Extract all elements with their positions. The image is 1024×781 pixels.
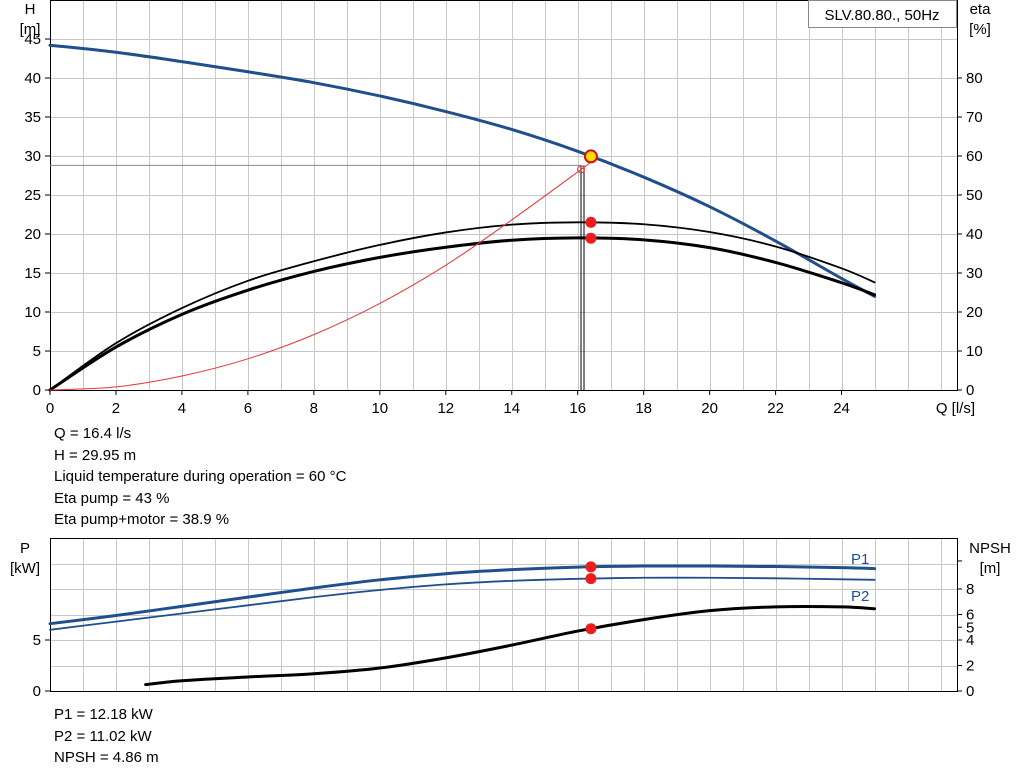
bottom-grid [50,538,957,692]
y2-tick-label: 70 [966,109,983,126]
head-curve [48,43,877,298]
x-tick-label: 8 [310,400,318,417]
y-tick-label: 20 [24,226,41,243]
p2-curve [49,576,876,631]
y-axis-label-h: H [25,1,36,18]
y2-tick-label: 60 [966,148,983,165]
duty-point-info: Q = 16.4 l/s H = 29.95 m Liquid temperat… [54,423,346,531]
y2-tick-label: 5 [966,619,974,636]
y2-tick-label: 2 [966,658,974,675]
x-tick-label: 16 [569,400,586,417]
y2-axis-unit-label: [m] [980,560,1001,577]
y-tick-label: 5 [33,343,41,360]
flow-value: Q = 16.4 l/s [54,425,132,442]
eta-pump-curve [49,221,876,391]
y2-tick-label: 30 [966,265,983,282]
y2-axis-unit-label: [%] [969,21,991,38]
y2-axis-label-npsh: NPSH [969,540,1011,557]
duty-point-eta-motor-marker [585,232,597,244]
p1-series-label: P1 [851,551,869,568]
y-tick-label: 10 [24,304,41,321]
y2-axis-label-eta: eta [970,1,992,18]
y-tick-label: 0 [33,382,41,399]
duty-point-npsh-marker [585,623,597,635]
y2-tick-label: 0 [966,382,974,399]
head-efficiency-chart: 0 2 4 6 8 10 12 14 16 18 20 22 240510152025303540450… [20,0,992,417]
y-tick-label: 40 [24,70,41,87]
duty-point-head-marker [583,149,598,164]
y2-tick-label: 4 [966,632,974,649]
head-value: H = 29.95 m [54,446,137,464]
x-axis-label: Q [l/s] [936,400,975,417]
y2-tick-label: 40 [966,226,983,243]
y-tick-label: 15 [24,265,41,282]
y-tick-label: 45 [24,31,41,48]
y2-tick-label: 10 [966,343,983,360]
eta-pump-motor-value: Eta pump+motor = 38.9 % [54,511,230,528]
x-tick-label: 20 [701,400,718,417]
system-curve-marker [577,165,586,174]
liquid-temperature-value: Liquid temperature during operation = 60… [54,468,347,485]
y2-tick-label: 20 [966,304,983,321]
system-curve [49,161,592,391]
p2-series-label: P2 [851,588,869,605]
y2-tick-label: 80 [966,70,983,87]
duty-point-p1-marker [585,561,597,573]
p1-value: P1 = 12.18 kW [54,706,153,723]
x-tick-label: 14 [503,400,520,417]
x-tick-label: 22 [767,400,784,417]
x-tick-label: 2 [112,400,120,417]
y-axis-unit-label: [m] [20,21,41,38]
top-grid [50,0,957,391]
x-tick-label: 4 [178,400,186,417]
title-box [808,0,957,28]
p1-curve [48,564,877,626]
y-tick-label: 25 [24,187,41,204]
x-tick-label: 18 [635,400,652,417]
p2-value: P2 = 11.02 kW [54,727,152,745]
y-tick-label: 5 [33,632,41,649]
y2-tick-label: 6 [966,607,974,624]
y-tick-label: 35 [24,109,41,126]
y-axis-label-p: P [20,540,30,557]
chart-title: SLV.80.80., 50Hz [824,7,939,24]
eta-pump-value: Eta pump = 43 % [54,489,170,507]
y-tick-label: 0 [33,683,41,700]
y-axis-unit-label: [kW] [10,560,40,577]
x-tick-label: 6 [244,400,252,417]
x-tick-label: 12 [437,400,454,417]
y2-tick-label: 50 [966,187,983,204]
y-tick-label: 30 [24,148,41,165]
y2-tick-label: 0 [966,683,974,700]
npsh-curve [144,604,877,687]
x-tick-label: 24 [833,400,850,417]
npsh-value: NPSH = 4.86 m [54,749,159,766]
eta-pump-motor-curve [48,236,877,392]
x-tick-label: 0 [46,400,54,417]
x-tick-label: 10 [371,400,388,417]
power-info: P1 = 12.18 kW P2 = 11.02 kW NPSH = 4.86 … [54,704,159,769]
duty-point-p2-marker [585,573,597,585]
y2-tick-label: 8 [966,581,974,598]
duty-point-eta-pump-marker [585,216,597,228]
